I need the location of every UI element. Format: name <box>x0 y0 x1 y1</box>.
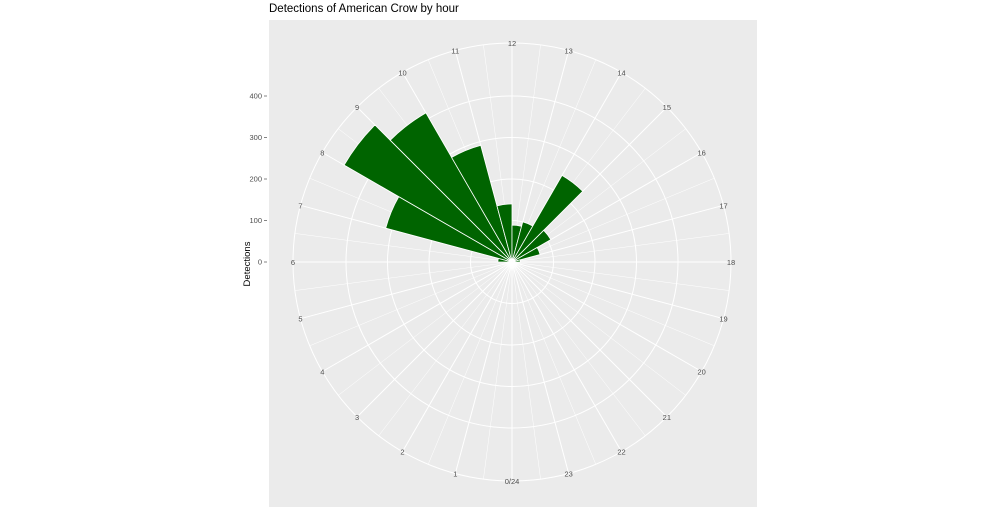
hour-tick-label: 9 <box>355 103 359 112</box>
y-tick-label: 400 <box>249 92 262 101</box>
y-tick-label: 200 <box>249 175 262 184</box>
hour-tick-label: 5 <box>298 315 302 324</box>
major-radial-gridline <box>322 261 513 372</box>
bar-hour-9 <box>389 112 513 263</box>
major-radial-gridline <box>511 261 702 372</box>
minor-radial-gridline <box>511 261 597 465</box>
hour-tick-label: 16 <box>697 149 705 158</box>
bar-hour-17 <box>511 259 521 263</box>
major-radial-gridline <box>402 261 513 452</box>
hour-tick-label: 18 <box>727 258 735 267</box>
minor-radial-gridline <box>338 261 513 396</box>
radial-circle-gridline <box>345 95 679 429</box>
bar-hour-10 <box>451 144 513 263</box>
minor-radial-gridline <box>511 261 541 480</box>
minor-radial-gridline <box>378 261 513 436</box>
major-radial-gridline <box>300 261 513 320</box>
hour-tick-label: 13 <box>565 46 573 55</box>
hour-tick-label: 14 <box>617 68 625 77</box>
radial-circle-gridline <box>428 178 596 346</box>
hour-tick-label: 1 <box>453 470 457 479</box>
radial-circle-gridline <box>387 137 637 387</box>
chart-title: Detections of American Crow by hour <box>269 3 459 15</box>
minor-radial-gridline <box>294 233 513 263</box>
minor-radial-gridline <box>511 233 730 263</box>
y-tick-label: 300 <box>249 133 262 142</box>
minor-radial-gridline <box>511 261 646 436</box>
hour-tick-label: 4 <box>320 368 324 377</box>
major-radial-gridline <box>511 204 724 263</box>
minor-radial-gridline <box>309 261 513 347</box>
hour-tick-label: 0/24 <box>505 477 520 486</box>
minor-radial-gridline <box>483 261 513 480</box>
y-tick-label: 100 <box>249 216 262 225</box>
hour-tick-label: 2 <box>400 448 404 457</box>
outer-circle-gridline <box>292 42 732 482</box>
hour-tick-label: 10 <box>398 68 406 77</box>
y-tick-label: 0 <box>258 258 262 267</box>
bar-hour-14 <box>511 174 584 263</box>
major-radial-gridline <box>511 261 668 418</box>
bar-hour-8 <box>343 124 513 263</box>
bar-hour-11 <box>496 203 513 263</box>
hour-tick-label: 3 <box>355 413 359 422</box>
hour-tick-label: 20 <box>697 368 705 377</box>
major-radial-gridline <box>356 261 513 418</box>
minor-radial-gridline <box>511 177 715 263</box>
bar-hour-15 <box>511 229 552 263</box>
y-axis-label: Detections <box>242 241 253 286</box>
minor-radial-gridline <box>511 261 686 396</box>
hour-tick-label: 12 <box>508 39 516 48</box>
hour-tick-label: 19 <box>719 315 727 324</box>
major-radial-gridline <box>511 261 570 474</box>
major-radial-gridline <box>511 261 622 452</box>
hour-tick-label: 11 <box>451 46 459 55</box>
minor-radial-gridline <box>511 261 730 291</box>
hour-tick-label: 22 <box>617 448 625 457</box>
hour-tick-label: 7 <box>298 201 302 210</box>
bar-hour-16 <box>511 246 541 263</box>
minor-radial-gridline <box>294 261 513 291</box>
minor-radial-gridline <box>427 261 513 465</box>
minor-radial-gridline <box>511 261 715 347</box>
major-radial-gridline <box>511 261 724 320</box>
hour-tick-label: 21 <box>663 413 671 422</box>
hour-tick-label: 17 <box>719 201 727 210</box>
hour-tick-label: 8 <box>320 149 324 158</box>
hour-tick-label: 23 <box>565 470 573 479</box>
hour-tick-label: 6 <box>291 258 295 267</box>
hour-tick-label: 15 <box>663 103 671 112</box>
major-radial-gridline <box>454 261 513 474</box>
